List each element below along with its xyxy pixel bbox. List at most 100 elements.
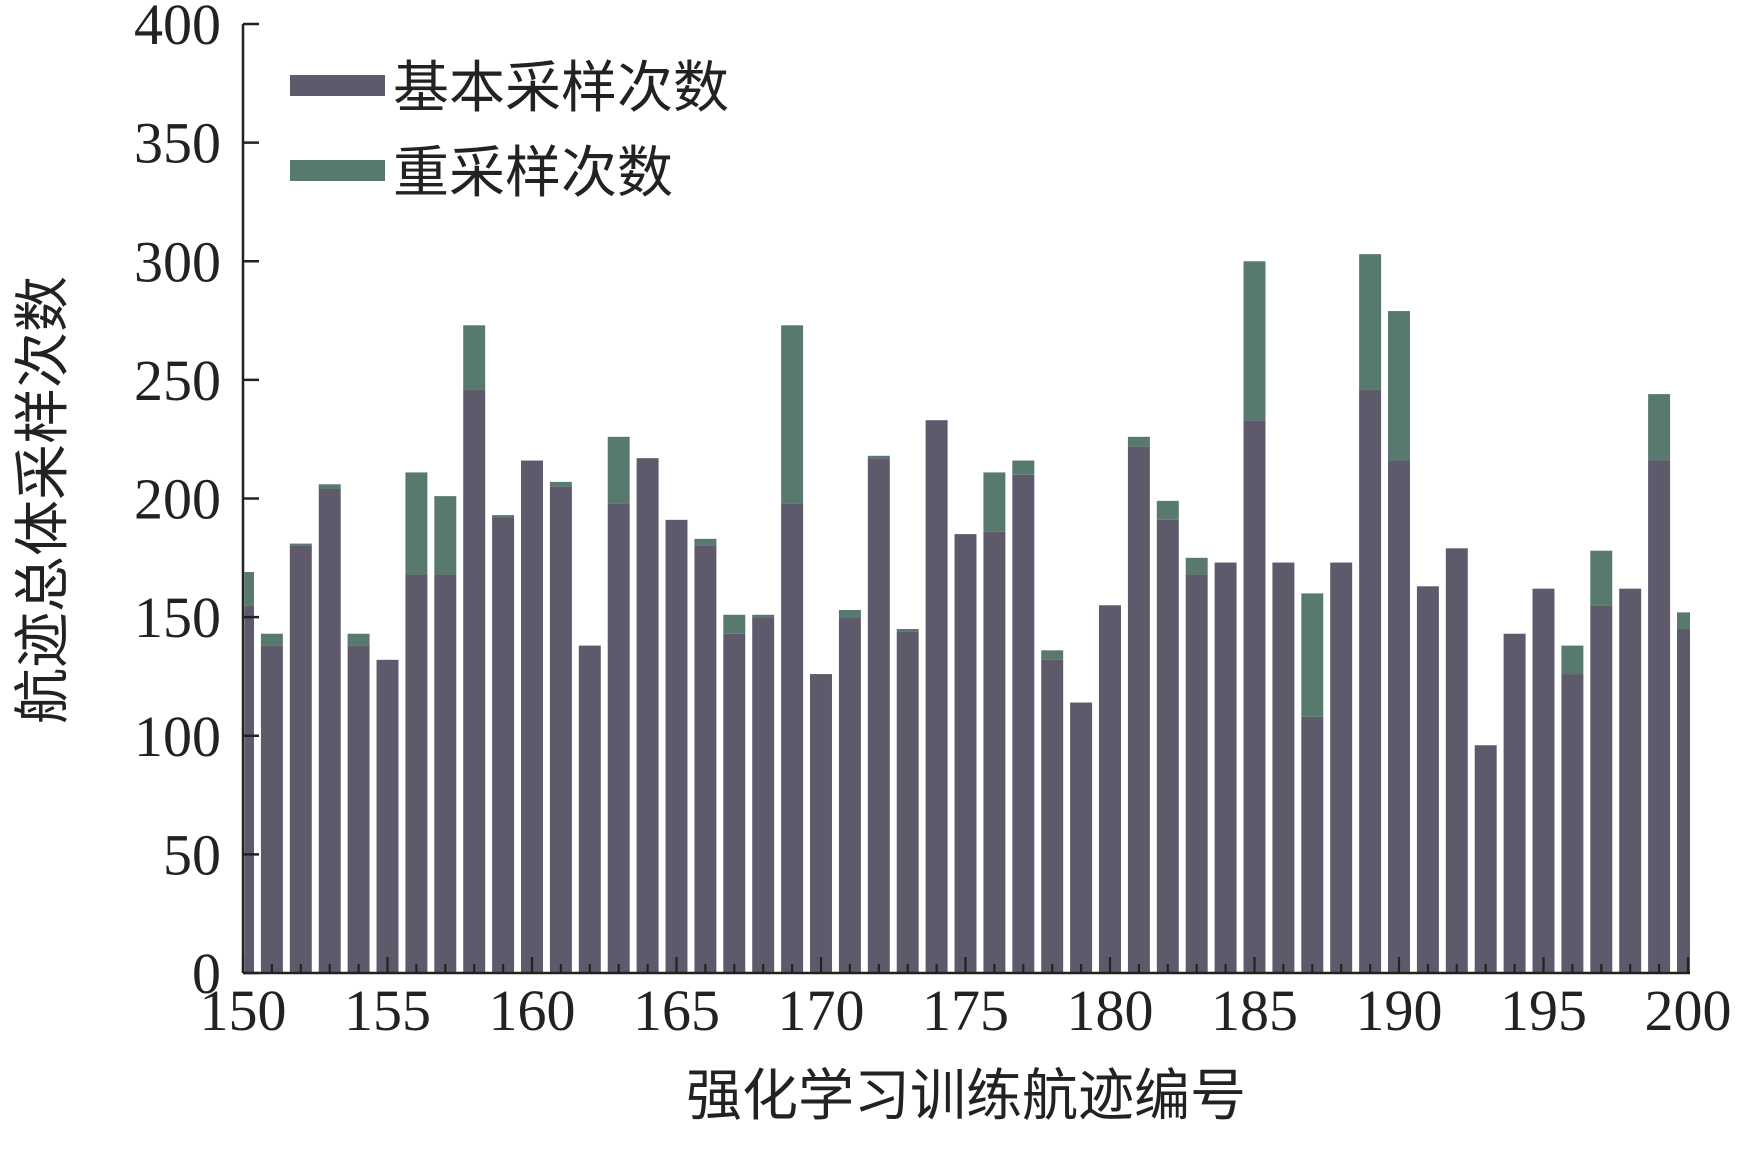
bar-base-155 bbox=[376, 659, 399, 973]
y-tick-label-200: 200 bbox=[134, 467, 221, 532]
y-ticks-layer: 0 50 100 150 200 250 300 350 400 bbox=[134, 0, 259, 1006]
x-tick-label-150: 150 bbox=[200, 978, 287, 1043]
y-tick-label-400: 400 bbox=[134, 0, 221, 57]
bar-base-188 bbox=[1330, 562, 1353, 973]
bar-base-197 bbox=[1590, 605, 1613, 973]
bar-base-161 bbox=[549, 486, 572, 973]
bar-resample-154 bbox=[347, 633, 370, 646]
x-tick-label-165: 165 bbox=[633, 978, 720, 1043]
y-tick-label-350: 350 bbox=[134, 111, 221, 176]
legend-label-base: 基本采样次数 bbox=[393, 56, 729, 121]
x-tick-label-195: 195 bbox=[1500, 978, 1587, 1043]
bar-base-187 bbox=[1301, 716, 1324, 973]
bar-resample-153 bbox=[318, 484, 341, 490]
bar-resample-197 bbox=[1590, 550, 1613, 606]
bar-resample-152 bbox=[289, 543, 312, 546]
bar-base-164 bbox=[636, 458, 659, 974]
bar-resample-178 bbox=[1041, 650, 1064, 660]
bar-base-178 bbox=[1041, 659, 1064, 973]
bar-base-191 bbox=[1416, 586, 1439, 973]
bar-base-154 bbox=[347, 645, 370, 973]
bar-resample-182 bbox=[1156, 500, 1179, 520]
bar-base-166 bbox=[694, 545, 717, 973]
bar-base-180 bbox=[1099, 605, 1121, 973]
bar-resample-169 bbox=[781, 325, 804, 504]
x-tick-label-190: 190 bbox=[1356, 978, 1443, 1043]
bar-base-194 bbox=[1503, 633, 1526, 973]
bar-base-198 bbox=[1619, 588, 1642, 973]
bar-resample-189 bbox=[1359, 254, 1382, 390]
bar-base-158 bbox=[463, 389, 486, 973]
bar-resample-177 bbox=[1012, 460, 1035, 475]
y-axis-title: 航迹总体采样次数 bbox=[11, 276, 76, 724]
bar-base-196 bbox=[1561, 674, 1584, 973]
y-tick-label-250: 250 bbox=[134, 348, 221, 413]
y-tick-label-100: 100 bbox=[134, 704, 221, 769]
legend-label-resample: 重采样次数 bbox=[393, 141, 673, 206]
bar-base-193 bbox=[1474, 745, 1497, 973]
bar-resample-168 bbox=[752, 614, 775, 618]
bar-resample-166 bbox=[694, 538, 717, 546]
x-tick-label-185: 185 bbox=[1211, 978, 1298, 1043]
bar-base-170 bbox=[810, 674, 832, 973]
bar-base-177 bbox=[1012, 474, 1035, 973]
bar-base-200 bbox=[1677, 628, 1690, 973]
x-tick-label-160: 160 bbox=[489, 978, 576, 1043]
bar-base-199 bbox=[1648, 460, 1671, 973]
x-ticks-layer: 150 155 160 165 170 175 180 185 190 195 200 bbox=[200, 957, 1732, 1043]
bar-resample-185 bbox=[1243, 261, 1266, 421]
bar-base-150 bbox=[244, 605, 254, 973]
x-axis-title: 强化学习训练航迹编号 bbox=[686, 1064, 1246, 1129]
bar-base-151 bbox=[260, 645, 283, 973]
bar-base-165 bbox=[665, 519, 688, 973]
bar-base-159 bbox=[492, 517, 515, 973]
bar-base-192 bbox=[1445, 548, 1468, 973]
bar-base-174 bbox=[925, 420, 948, 973]
bar-base-185 bbox=[1243, 420, 1266, 973]
bar-base-169 bbox=[781, 503, 804, 973]
legend-swatch-resample bbox=[290, 160, 385, 181]
bar-base-157 bbox=[434, 574, 457, 973]
bar-resample-167 bbox=[723, 614, 746, 634]
bar-resample-196 bbox=[1561, 645, 1584, 675]
bar-resample-172 bbox=[867, 455, 890, 459]
bar-base-152 bbox=[289, 545, 312, 973]
bar-base-176 bbox=[983, 531, 1006, 973]
y-tick-label-150: 150 bbox=[134, 585, 221, 650]
bar-base-195 bbox=[1532, 588, 1555, 973]
y-tick-label-0: 0 bbox=[192, 941, 221, 1006]
bar-resample-183 bbox=[1185, 557, 1208, 575]
bar-resample-158 bbox=[463, 325, 486, 390]
bar-resample-150 bbox=[244, 572, 254, 606]
bar-base-182 bbox=[1156, 519, 1179, 973]
x-tick-label-180: 180 bbox=[1067, 978, 1154, 1043]
legend: 基本采样次数 重采样次数 bbox=[290, 56, 729, 206]
bar-base-181 bbox=[1127, 446, 1150, 973]
bar-resample-199 bbox=[1648, 394, 1671, 461]
bar-base-186 bbox=[1272, 562, 1295, 973]
bar-resample-181 bbox=[1127, 436, 1150, 447]
bar-resample-161 bbox=[549, 481, 572, 487]
x-tick-label-155: 155 bbox=[344, 978, 431, 1043]
bar-base-171 bbox=[838, 617, 861, 973]
x-tick-label-200: 200 bbox=[1645, 978, 1732, 1043]
x-tick-label-175: 175 bbox=[922, 978, 1009, 1043]
bar-base-173 bbox=[896, 631, 919, 973]
x-tick-label-170: 170 bbox=[778, 978, 865, 1043]
bar-base-172 bbox=[867, 458, 890, 974]
bars-layer bbox=[244, 254, 1690, 974]
bar-base-162 bbox=[578, 645, 601, 973]
bar-resample-159 bbox=[492, 515, 515, 518]
bar-resample-173 bbox=[896, 628, 919, 632]
bar-resample-176 bbox=[983, 472, 1006, 532]
bar-base-190 bbox=[1388, 460, 1410, 973]
bar-resample-157 bbox=[434, 496, 457, 575]
bar-resample-190 bbox=[1388, 311, 1410, 461]
bar-base-163 bbox=[607, 503, 630, 973]
bar-base-184 bbox=[1214, 562, 1237, 973]
bar-base-167 bbox=[723, 633, 746, 973]
legend-swatch-base bbox=[290, 75, 385, 96]
bar-resample-151 bbox=[260, 633, 283, 646]
y-tick-label-50: 50 bbox=[163, 822, 221, 887]
